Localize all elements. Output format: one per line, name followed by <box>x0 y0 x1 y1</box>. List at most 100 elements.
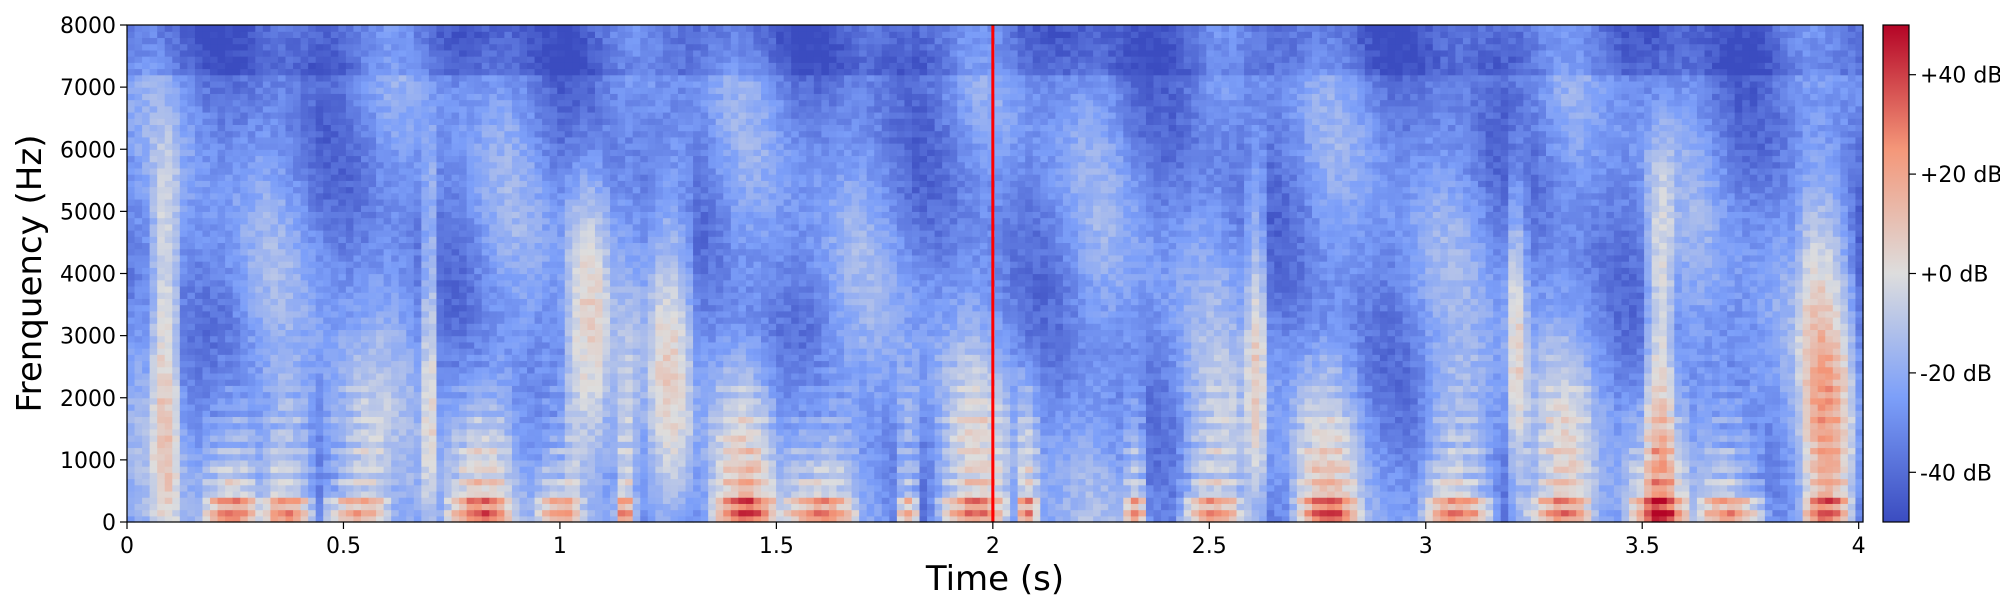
heatmap-cell <box>467 100 475 107</box>
heatmap-cell <box>421 93 429 100</box>
heatmap-cell <box>565 31 573 38</box>
heatmap-cell <box>286 441 294 448</box>
heatmap-cell <box>323 398 331 405</box>
heatmap-cell <box>572 392 580 399</box>
heatmap-cell <box>195 199 203 206</box>
heatmap-cell <box>180 93 188 100</box>
heatmap-cell <box>399 242 407 249</box>
heatmap-cell <box>135 205 143 212</box>
heatmap-cell <box>482 242 490 249</box>
heatmap-cell <box>248 75 256 82</box>
heatmap-cell <box>210 379 218 386</box>
heatmap-cell <box>308 348 316 355</box>
heatmap-cell <box>127 180 135 187</box>
heatmap-cell <box>255 81 263 88</box>
heatmap-cell <box>519 479 527 486</box>
heatmap-cell <box>384 93 392 100</box>
heatmap-cell <box>595 472 603 479</box>
heatmap-cell <box>535 404 543 411</box>
heatmap-cell <box>142 510 150 517</box>
heatmap-cell <box>452 31 460 38</box>
heatmap-cell <box>550 472 558 479</box>
heatmap-cell <box>293 392 301 399</box>
heatmap-cell <box>535 410 543 417</box>
heatmap-cell <box>165 162 173 169</box>
heatmap-cell <box>572 168 580 175</box>
heatmap-cell <box>452 267 460 274</box>
heatmap-cell <box>572 174 580 181</box>
heatmap-cell <box>436 286 444 293</box>
heatmap-cell <box>421 224 429 231</box>
heatmap-cell <box>248 410 256 417</box>
heatmap-cell <box>361 305 369 312</box>
heatmap-cell <box>504 336 512 343</box>
heatmap-cell <box>550 112 558 119</box>
heatmap-cell <box>527 329 535 336</box>
heatmap-cell <box>255 211 263 218</box>
heatmap-cell <box>474 112 482 119</box>
heatmap-cell <box>580 280 588 287</box>
heatmap-cell <box>233 87 241 94</box>
heatmap-cell <box>210 497 218 504</box>
heatmap-cell <box>414 466 422 473</box>
heatmap-cell <box>225 460 233 467</box>
heatmap-cell <box>376 323 384 330</box>
heatmap-cell <box>497 211 505 218</box>
heatmap-cell <box>187 155 195 162</box>
heatmap-cell <box>308 429 316 436</box>
heatmap-cell <box>127 491 135 498</box>
heatmap-cell <box>301 298 309 305</box>
heatmap-cell <box>414 31 422 38</box>
heatmap-cell <box>384 280 392 287</box>
heatmap-cell <box>202 124 210 131</box>
heatmap-cell <box>587 230 595 237</box>
heatmap-cell <box>278 323 286 330</box>
heatmap-cell <box>376 466 384 473</box>
heatmap-cell <box>142 329 150 336</box>
heatmap-cell <box>165 485 173 492</box>
heatmap-cell <box>293 180 301 187</box>
heatmap-cell <box>482 367 490 374</box>
heatmap-cell <box>527 429 535 436</box>
heatmap-cell <box>414 168 422 175</box>
heatmap-cell <box>406 379 414 386</box>
heatmap-cell <box>308 392 316 399</box>
heatmap-cell <box>225 131 233 138</box>
heatmap-cell <box>406 149 414 156</box>
heatmap-cell <box>436 37 444 44</box>
heatmap-cell <box>565 441 573 448</box>
heatmap-cell <box>497 454 505 461</box>
heatmap-cell <box>535 503 543 510</box>
heatmap-cell <box>353 447 361 454</box>
heatmap-cell <box>301 429 309 436</box>
heatmap-cell <box>489 491 497 498</box>
heatmap-cell <box>240 491 248 498</box>
heatmap-cell <box>595 360 603 367</box>
heatmap-cell <box>240 162 248 169</box>
heatmap-cell <box>157 292 165 299</box>
heatmap-cell <box>429 379 437 386</box>
heatmap-cell <box>353 205 361 212</box>
heatmap-cell <box>519 510 527 517</box>
heatmap-cell <box>180 510 188 517</box>
heatmap-cell <box>557 373 565 380</box>
heatmap-cell <box>482 168 490 175</box>
heatmap-cell <box>369 87 377 94</box>
heatmap-cell <box>278 503 286 510</box>
heatmap-cell <box>436 435 444 442</box>
heatmap-cell <box>301 187 309 194</box>
heatmap-cell <box>187 404 195 411</box>
heatmap-cell <box>565 379 573 386</box>
heatmap-cell <box>157 466 165 473</box>
heatmap-cell <box>414 193 422 200</box>
heatmap-cell <box>565 323 573 330</box>
heatmap-cell <box>542 423 550 430</box>
heatmap-cell <box>301 168 309 175</box>
heatmap-cell <box>406 255 414 262</box>
heatmap-cell <box>406 168 414 175</box>
heatmap-cell <box>459 31 467 38</box>
heatmap-cell <box>165 416 173 423</box>
heatmap-cell <box>286 392 294 399</box>
heatmap-cell <box>376 373 384 380</box>
heatmap-cell <box>399 305 407 312</box>
